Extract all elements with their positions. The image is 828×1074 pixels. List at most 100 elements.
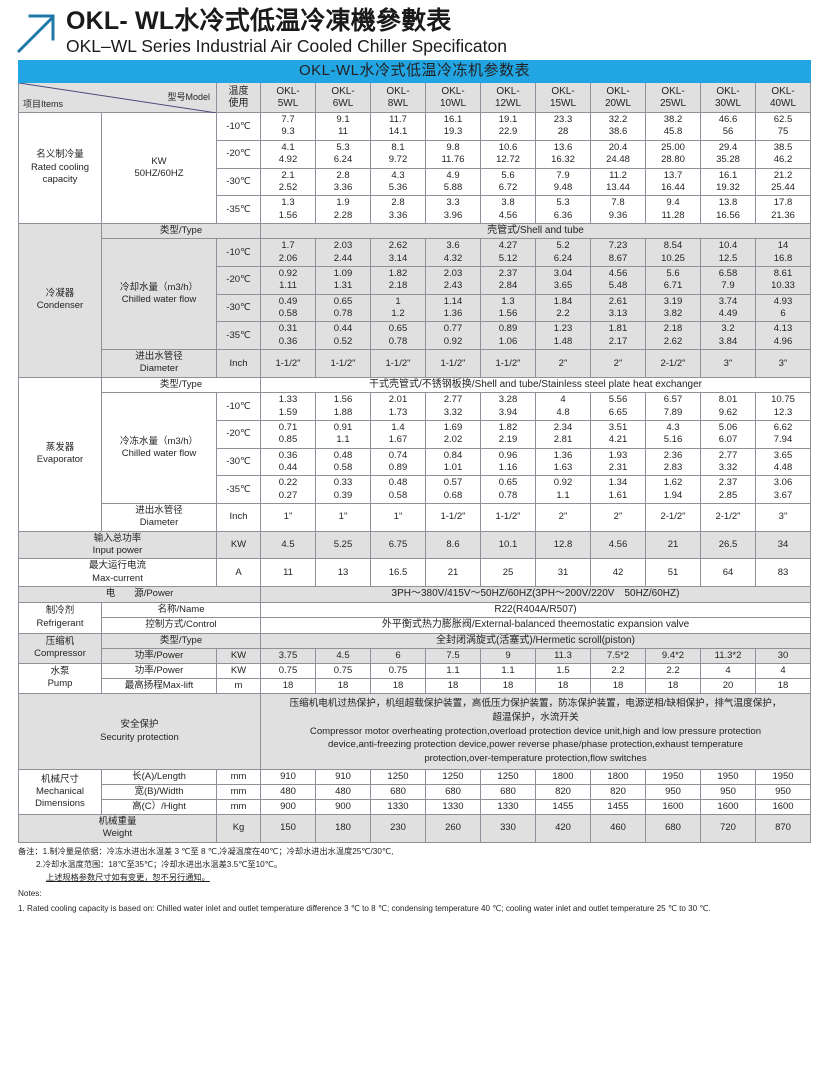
cell: 0.92 1.1 — [535, 475, 591, 505]
cell: 0.74 0.89 — [370, 447, 426, 477]
cell: 0.77 0.92 — [425, 321, 481, 351]
cell: 0.33 0.39 — [315, 475, 371, 505]
condenser-diameter-label: 进出水管径 Diameter — [101, 349, 217, 378]
cell: 2.77 3.32 — [700, 447, 756, 477]
evaporator-diameter-unit: Inch — [216, 503, 261, 532]
power-supply-label: 电 源/Power — [18, 586, 261, 603]
cell: 2.37 2.85 — [700, 475, 756, 505]
table-banner: OKL-WL水冷式低温冷冻机参数表 — [17, 60, 812, 84]
note-cn-1: 备注：1.制冷量是依据：冷冻水进出水温差 3 ℃至 8 ℃,冷凝温度在40℃；冷… — [18, 846, 394, 856]
model-col-6: OKL- 20WL — [590, 82, 646, 114]
dimension-row-unit: mm — [216, 784, 261, 801]
table-header-row: 项目Items 型号Model 温度 使用 OKL- 5WL OKL- 6WL OK… — [18, 82, 812, 114]
cell: 2.01 1.73 — [370, 392, 426, 421]
temp-label: -35℃ — [216, 195, 261, 224]
cell: 2.1 2.52 — [260, 167, 316, 197]
cell: 2.8 3.36 — [315, 167, 371, 197]
table-row: -35℃ 1.3 1.56 1.9 2.28 2.8 3.36 3.3 3.96 3.8… — [19, 195, 812, 224]
cell: 1-1/2" — [370, 349, 426, 378]
compressor-label: 压缩机 Compressor — [18, 632, 102, 665]
temp-label: -10℃ — [216, 112, 261, 141]
cell: 1.93 2.31 — [590, 447, 646, 477]
dimension-row-label: 长(A)/Length — [101, 769, 217, 786]
model-col-9: OKL- 40WL — [754, 82, 812, 114]
table-row: 机械尺寸 Mechanical Dimensions 长(A)/Length mm … — [18, 769, 812, 815]
cell: 4 4.8 — [535, 392, 591, 421]
rated-capacity-unit: KW 50HZ/60HZ — [101, 112, 217, 224]
cell: 180 — [315, 813, 371, 843]
cell: 11.7 14.1 — [370, 112, 426, 141]
compressor-power-label: 功率/Power — [101, 648, 217, 664]
cell: 4 — [754, 663, 812, 679]
cell: 3.3 3.96 — [425, 195, 481, 224]
table-row: 制冷剂 Refrigerant 名称/Name R22(R404A/R507) — [18, 601, 812, 634]
table-row: -20℃ 0.92 1.11 1.09 1.31 1.82 2.18 2.03 2.43… — [19, 266, 812, 295]
cell: 3.04 3.65 — [535, 266, 591, 295]
diagonal-divider-icon — [19, 83, 216, 113]
table-row: 宽(B)/Width mm 480 480 680 680 680 820 82… — [19, 784, 812, 801]
rated-capacity-label: 名义制冷量 Rated cooling capacity — [18, 112, 102, 224]
condenser-diameter-unit: Inch — [216, 349, 261, 378]
cell: 0.36 0.44 — [260, 447, 316, 477]
cell: 18 — [590, 677, 646, 694]
cell: 62.5 75 — [754, 112, 812, 141]
evaporator-type-label: 类型/Type — [101, 376, 261, 394]
table-row: 水泵 Pump 功率/Power KW 0.75 0.75 0.75 1.1 1.… — [18, 663, 812, 694]
cell: 0.75 — [260, 663, 316, 679]
table-row: 输入总功率 Input power KW 4.5 5.25 6.75 8.6 10… — [18, 530, 812, 560]
note-cn-3: 上述规格参数尺寸如有变更，恕不另行通知。 — [46, 872, 210, 882]
cell: 1.1 — [425, 663, 481, 679]
cell: 21.2 25.44 — [754, 167, 812, 197]
dimension-row-unit: mm — [216, 769, 261, 786]
model-col-3: OKL- 10WL — [425, 82, 481, 114]
security-en-line1: Compressor motor overheating protection,… — [309, 725, 762, 737]
cell: 42 — [590, 558, 646, 588]
cell: 680 — [425, 784, 481, 801]
cell: 3.2 3.84 — [700, 321, 756, 351]
cell: 0.48 0.58 — [370, 475, 426, 505]
cell: 19.1 22.9 — [480, 112, 536, 141]
cell: 0.75 — [370, 663, 426, 679]
cell: 12.8 — [535, 530, 591, 560]
cell: 3.19 3.82 — [645, 293, 701, 323]
table-row: 高(C）/Hight mm 900 900 1330 1330 1330 145… — [19, 799, 812, 815]
cell: 0.65 0.78 — [370, 321, 426, 351]
cell: 900 — [260, 799, 316, 815]
cell: 820 — [590, 784, 646, 801]
cell: 9.1 11 — [315, 112, 371, 141]
cell: 0.65 0.78 — [480, 475, 536, 505]
cell: 13.8 16.56 — [700, 195, 756, 224]
cell: 0.84 1.01 — [425, 447, 481, 477]
security-protection-label: 安全保护 Security protection — [18, 692, 261, 771]
cell: 4.5 — [315, 648, 371, 664]
condenser-type-value: 壳管式/Shell and tube — [259, 222, 812, 240]
cell: 6.62 7.94 — [754, 420, 812, 449]
cell: 230 — [370, 813, 426, 843]
cell: 3" — [700, 349, 756, 378]
cell: 1-1/2" — [425, 503, 481, 532]
header-corner-cell: 项目Items 型号Model — [18, 82, 217, 114]
compressor-power-unit: KW — [216, 648, 261, 664]
cell: 1.1 — [480, 663, 536, 679]
cell: 3" — [754, 349, 812, 378]
cell: 38.2 45.8 — [645, 112, 701, 141]
cell: 2.03 2.43 — [425, 266, 481, 295]
cell: 10.6 12.72 — [480, 139, 536, 169]
cell: 1800 — [590, 769, 646, 786]
cell: 1.82 2.18 — [370, 266, 426, 295]
cell: 2" — [535, 349, 591, 378]
table-row: 电 源/Power 3PH～380V/415V～50HZ/60HZ(3PH～20… — [18, 586, 812, 603]
cell: 1.5 — [535, 663, 591, 679]
table-row: 最高扬程Max-lift m 18 18 18 18 18 18 18 18 2… — [19, 677, 812, 694]
temp-label: -30℃ — [216, 167, 261, 197]
condenser-label: 冷凝器 Condenser — [18, 222, 102, 378]
refrigerant-name-value: R22(R404A/R507) — [259, 601, 812, 619]
cell: 1" — [315, 503, 371, 532]
cell: 11.2 13.44 — [590, 167, 646, 197]
cell: 1.33 1.59 — [260, 392, 316, 421]
cell: 3.65 4.48 — [754, 447, 812, 477]
cell: 2.61 3.13 — [590, 293, 646, 323]
cell: 25.00 28.80 — [645, 139, 701, 169]
cell: 3.74 4.49 — [700, 293, 756, 323]
cell: 4 — [700, 663, 756, 679]
